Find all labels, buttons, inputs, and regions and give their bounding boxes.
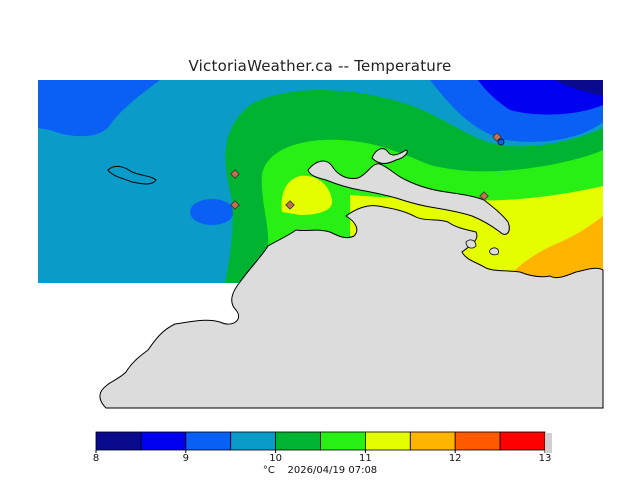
- legend-unit: °C: [262, 465, 275, 476]
- station-marker: [497, 138, 505, 146]
- legend-caption: °C 2026/04/19 07:08: [0, 465, 640, 476]
- land-spit: [371, 148, 408, 164]
- legend-timestamp: 2026/04/19 07:08: [287, 465, 378, 476]
- legend-band: [499, 431, 546, 451]
- legend-tick-label: 9: [182, 453, 189, 464]
- legend-band: [364, 431, 411, 451]
- legend-bar-shadow: [545, 433, 552, 453]
- station-marker: [230, 169, 240, 179]
- legend-band: [140, 431, 187, 451]
- legend-band: [275, 431, 321, 451]
- land: [99, 148, 604, 409]
- land-island-west: [107, 165, 157, 185]
- legend-band: [185, 431, 232, 451]
- contour-band-8: [555, 80, 603, 96]
- legend-tick-label: 12: [448, 453, 462, 464]
- station-marker: [285, 200, 295, 210]
- contour-band-8-5: [478, 80, 603, 115]
- legend-tick-label: 10: [269, 453, 282, 464]
- legend-tick-label: 13: [538, 453, 552, 464]
- land-island-east-1: [465, 239, 477, 249]
- legend-color-bar: [95, 431, 546, 453]
- station-marker: [492, 132, 502, 142]
- contour-pool-9: [190, 199, 234, 225]
- contour-band-11-5: [505, 216, 603, 283]
- legend-band: [230, 431, 276, 451]
- station-marker: [479, 191, 489, 201]
- legend-band: [320, 431, 366, 451]
- land-island-east-2: [489, 247, 499, 256]
- land-south: [99, 205, 604, 409]
- legend-tick-label: 11: [359, 453, 372, 464]
- station-marker: [230, 200, 240, 210]
- contour-band-9: [38, 80, 160, 137]
- legend-band: [409, 431, 456, 451]
- legend-band: [95, 431, 142, 451]
- land-north: [307, 160, 510, 235]
- station-markers: [230, 132, 505, 210]
- legend-tick-label: 8: [92, 453, 100, 464]
- legend-band: [454, 431, 501, 451]
- map-title: VictoriaWeather.ca -- Temperature: [188, 57, 452, 75]
